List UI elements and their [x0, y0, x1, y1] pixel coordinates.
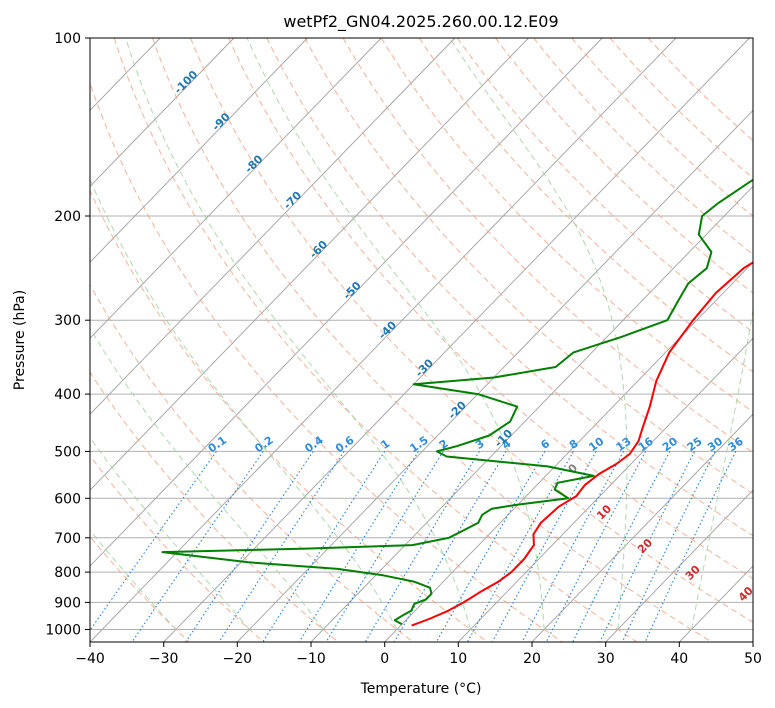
mixing-ratio-line	[644, 451, 737, 642]
isotherm-line	[236, 109, 753, 642]
x-tick-label: 40	[670, 651, 688, 667]
dry-adiabat-line	[228, 38, 753, 580]
isotherm-line	[531, 413, 753, 642]
x-tick-label: 50	[744, 651, 762, 667]
y-tick-label: 800	[54, 565, 81, 581]
mixing-ratio-line	[131, 451, 264, 642]
y-tick-label: 700	[54, 531, 81, 547]
isotherm-line	[163, 38, 750, 642]
moist-adiabat-lines	[90, 38, 753, 630]
pressure-gridlines	[90, 38, 753, 630]
isotherm-line	[457, 337, 753, 642]
isotherm-line	[90, 38, 529, 491]
isotherm-line	[90, 38, 382, 339]
dry-adiabat-lines	[90, 38, 753, 642]
isotherm-line	[605, 489, 753, 642]
temperature-profile-line	[411, 261, 753, 627]
moist-adiabat-line	[90, 327, 324, 630]
y-tick-label: 600	[54, 491, 81, 507]
plot-frame	[89, 37, 754, 643]
moist-adiabat-line	[246, 38, 545, 630]
x-axis-title: Temperature (°C)	[360, 681, 482, 697]
y-tick-label: 500	[54, 444, 81, 460]
mixing-ratio-line	[491, 451, 597, 642]
dry-adiabat-line	[113, 38, 638, 642]
mixing-ratio-line	[262, 451, 386, 642]
y-axis-title: Pressure (hPa)	[12, 290, 28, 390]
dry-adiabat-line	[533, 38, 753, 256]
dry-adiabat-line	[304, 38, 753, 495]
mixing-ratio-line	[521, 451, 624, 642]
dry-adiabat-line	[380, 38, 753, 413]
dry-adiabat-line	[90, 535, 190, 642]
x-tick-label: 20	[523, 651, 541, 667]
x-tick-label: −10	[296, 651, 326, 667]
y-tick-label: 900	[54, 595, 81, 611]
dry-adiabat-line	[90, 283, 414, 642]
dry-adiabat-line	[190, 38, 753, 623]
y-tick-label: 200	[54, 209, 81, 225]
isotherm-line	[90, 38, 677, 642]
mixing-ratio-line	[90, 451, 217, 632]
moist-adiabat-line	[90, 178, 398, 630]
mixing-ratio-line	[621, 451, 716, 642]
x-tick-label: −20	[223, 651, 253, 667]
dry-adiabat-line	[495, 38, 753, 294]
plot-area: 0.1 0.2 0.4 0.6 1 1.5 2 3 4 6 8 10 13 16 20 25 30 36-100-…	[90, 38, 753, 642]
moist-adiabat-line	[691, 306, 753, 630]
y-tick-label: 400	[54, 387, 81, 403]
isotherm-line	[90, 38, 235, 187]
dry-adiabat-line	[90, 189, 488, 642]
x-tick-label: −30	[149, 651, 179, 667]
dry-adiabat-line	[266, 38, 753, 537]
dewpoint-profile-line	[161, 178, 753, 626]
x-tick-label: 30	[597, 651, 615, 667]
dry-adiabat-line	[609, 38, 753, 179]
isotherm-line	[90, 38, 603, 567]
x-axis-ticks: −40 −30 −20 −10 0 10 20 30 40 50	[75, 642, 762, 667]
mixing-ratio-line	[467, 451, 574, 642]
x-tick-label: −40	[75, 651, 105, 667]
mixing-ratio-line	[545, 451, 647, 642]
isotherm-line	[90, 38, 456, 415]
y-tick-label: 300	[54, 313, 81, 329]
mixing-ratio-line	[364, 451, 480, 642]
moist-adiabat-line	[125, 38, 471, 630]
dry-adiabat-line	[342, 38, 753, 454]
isotherm-line	[90, 38, 308, 263]
y-axis-ticks: 100 200 300 400 500 600 700 800 900 1000	[45, 31, 90, 639]
profile-series	[161, 178, 753, 627]
x-tick-label: 0	[380, 651, 389, 667]
chart-title: wetPf2_GN04.2025.260.00.12.E09	[283, 12, 558, 32]
dry-adiabat-line	[151, 38, 712, 642]
moist-adiabat-line	[90, 436, 250, 630]
x-tick-label: 10	[449, 651, 467, 667]
dry-adiabat-line	[418, 38, 753, 373]
mixing-ratio-line	[435, 451, 546, 642]
moist-adiabat-line	[449, 38, 628, 630]
y-tick-label: 100	[54, 31, 81, 47]
dry-adiabat-line	[647, 38, 753, 142]
y-tick-label: 1000	[45, 623, 81, 639]
